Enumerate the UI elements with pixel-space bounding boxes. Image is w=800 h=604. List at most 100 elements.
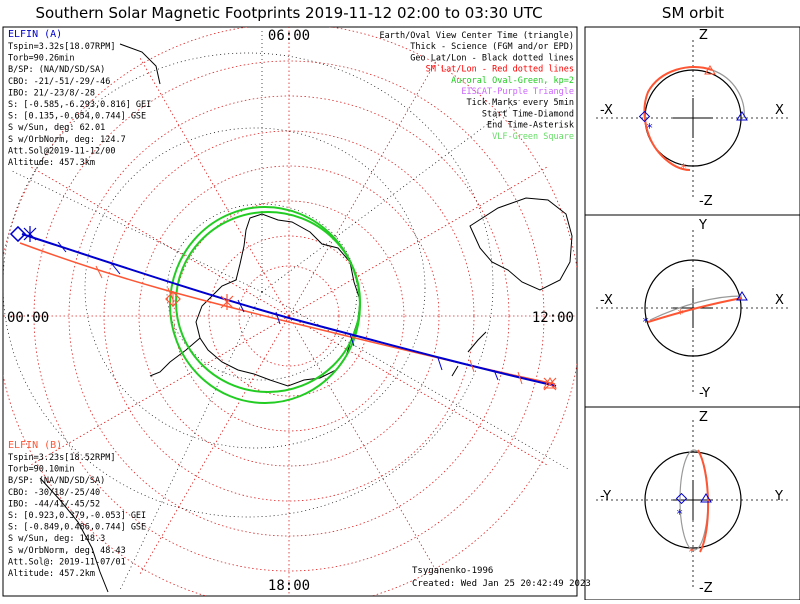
map-frame <box>2 26 578 597</box>
elfin-b-center-asterisk <box>220 294 234 310</box>
geo-meridian <box>9 169 263 293</box>
elfin-a-title: ELFIN (A) <box>8 29 62 40</box>
polar-map <box>3 27 577 596</box>
clock-label-right: 12:00 <box>532 310 574 326</box>
sm-meridian <box>288 315 550 467</box>
legend-item: Thick - Science (FGM and/or EPD) <box>410 42 574 52</box>
auroral-oval <box>169 206 361 404</box>
panel-2-left-label: -X <box>600 293 613 308</box>
clock-label-bottom: 18:00 <box>268 578 310 594</box>
antarctica-coastline <box>195 213 361 387</box>
info-line: S: [-0.585,-6.293,0.816] GEI <box>8 100 151 110</box>
sm-lat-circle <box>173 200 405 432</box>
geo-lat-circle <box>3 52 494 518</box>
south-america-coastline <box>39 477 109 593</box>
elfin-a-orbit <box>711 69 745 119</box>
info-line: Altitude: 457.2km <box>8 569 95 579</box>
africa-coastline <box>119 43 161 85</box>
elfin-b-start-diamond <box>165 291 181 307</box>
elfin-a-orbit <box>649 295 743 321</box>
elfin-a-start-diamond <box>9 225 27 243</box>
tick-mark <box>275 311 281 325</box>
elfin-a-ticks <box>57 241 499 381</box>
legend-item: Geo Lat/Lon - Black dotted lines <box>410 53 574 63</box>
info-line: Altitude: 457.3km <box>8 158 95 168</box>
svg-text:*: * <box>642 315 649 329</box>
svg-text:*: * <box>680 161 687 175</box>
panel-3-bottom-label: -Z <box>699 581 713 596</box>
new-zealand-coastline <box>451 331 487 377</box>
info-line: S w/Sun, deg: 148.3 <box>8 534 105 544</box>
orbit-panel-2-drawing: * * Y -Y -X X <box>596 218 790 401</box>
panel-1-left-label: -X <box>600 103 613 118</box>
svg-text:*: * <box>677 307 684 321</box>
elfin-b-info: Tspin=3.23s[18.52RPM] Torb=90.10minB/SP: … <box>8 453 146 579</box>
panel-3-left-label: -Y <box>600 489 611 504</box>
auroral-oval-inner <box>175 211 361 393</box>
tick-mark <box>57 241 67 253</box>
sm-meridian <box>288 165 550 317</box>
info-line: IBO: 21/-23/8/-28 <box>8 88 95 98</box>
auroral-oval-outer <box>169 206 361 404</box>
elfin-b-title: ELFIN (B) <box>8 440 62 451</box>
legend-item: Earth/Oval View Center Time (triangle) <box>380 31 574 41</box>
view-center-triangle <box>543 377 557 389</box>
legend-item: End Time-Asterisk <box>487 121 574 131</box>
sm-lat-circle <box>238 265 340 367</box>
panel-1-bottom-label: -Z <box>699 194 713 209</box>
elfin-b-orbit <box>697 449 710 553</box>
panel-2-bottom-label: -Y <box>699 386 710 401</box>
tick-mark <box>111 263 121 275</box>
tick-mark <box>437 357 443 371</box>
info-line: CBO: -30/18/-25/40 <box>8 488 100 498</box>
elfin-a-info: Tspin=3.32s[18.07RPM] Torb=90.26minB/SP: … <box>8 42 151 168</box>
clock-label-top: 06:00 <box>268 28 310 44</box>
info-line: B/SP: (NA/ND/SD/SA) <box>8 65 105 75</box>
info-line: S: [-0.849,0.486,0.744] GSE <box>8 523 146 533</box>
info-line: S w/Sun, deg: 62.01 <box>8 123 105 133</box>
info-line: CBO: -21/-51/-29/-46 <box>8 77 110 87</box>
panel-2-right-label: X <box>775 293 784 308</box>
tick-mark <box>95 265 103 279</box>
geo-meridian <box>119 291 263 591</box>
orbit-panels: * * Z -Z -X X * * Y -Y -X X <box>584 26 800 601</box>
info-line: Att.Sol@2019-11-12/00 <box>8 146 115 156</box>
tick-mark <box>237 299 245 313</box>
sm-meridian <box>28 165 290 317</box>
svg-text:*: * <box>676 507 683 521</box>
panel-3-top-label: Z <box>699 410 708 425</box>
elfin-a-start-asterisk <box>23 226 37 242</box>
svg-text:*: * <box>646 121 653 135</box>
info-line: B/SP: (NA/ND/SD/SA) <box>8 476 105 486</box>
tick-mark <box>517 371 523 385</box>
panel-1-top-label: Z <box>699 28 708 43</box>
earth-circle <box>644 259 742 357</box>
tick-mark <box>349 333 355 347</box>
elfin-b-orbit <box>647 297 743 323</box>
tick-mark <box>493 369 499 381</box>
elfin-b-orbit <box>643 66 713 171</box>
figure-title: Southern Solar Magnetic Footprints 2019-… <box>35 4 542 22</box>
panel-3-right-label: Y <box>774 489 783 504</box>
info-line: Tspin=3.23s[18.52RPM] <box>8 453 115 463</box>
info-line: IBO: -44/41/-45/52 <box>8 499 100 509</box>
credits-created: Created: Wed Jan 25 20:42:49 2023 <box>412 579 591 589</box>
sm-lat-circle <box>138 165 440 467</box>
credits-author: Tsyganenko-1996 <box>412 566 493 576</box>
svg-text:*: * <box>688 545 695 559</box>
tick-mark <box>469 359 475 373</box>
legend: Earth/Oval View Center Time (triangle)Th… <box>380 31 574 142</box>
clock-label-left: 00:00 <box>7 310 49 326</box>
legend-item: SM Lat/Lon - Red dotted lines <box>426 65 574 75</box>
legend-item: EISCAT-Purple Triangle <box>461 87 574 97</box>
earth-circle <box>644 451 742 549</box>
info-line: S w/OrbNorm, deg: 48.43 <box>8 546 126 556</box>
panel-2-top-label: Y <box>698 218 707 233</box>
info-line: Tspin=3.32s[18.07RPM] <box>8 42 115 52</box>
info-line: Torb=90.10min <box>8 465 75 475</box>
panel-1-right-label: X <box>775 103 784 118</box>
elfin-b-track <box>19 242 556 385</box>
info-line: S: [0.923,0.379,-0.053] GEI <box>8 511 146 521</box>
legend-item: Auroral Oval-Green, kp=2 <box>451 76 574 86</box>
